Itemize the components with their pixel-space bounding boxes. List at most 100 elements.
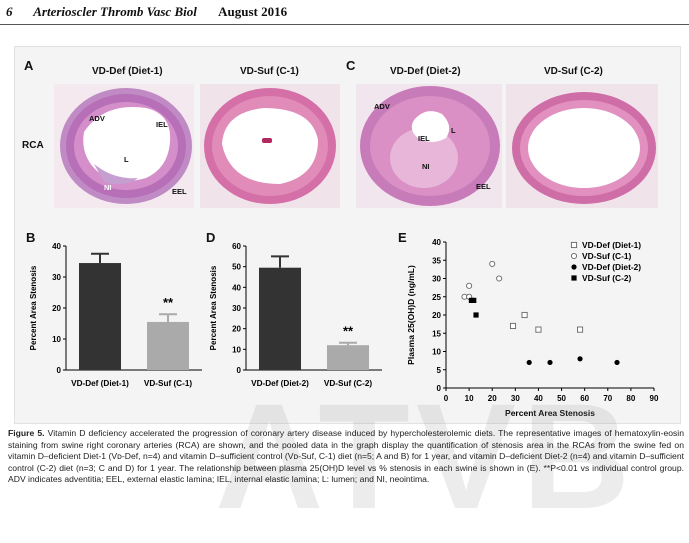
d-ytick-label: 0 bbox=[237, 366, 242, 375]
e-ytick-label: 35 bbox=[432, 256, 441, 265]
e-data-point bbox=[547, 359, 553, 366]
e-data-point bbox=[509, 322, 517, 329]
e-xtick-label: 0 bbox=[444, 394, 449, 403]
d-ytick-label: 60 bbox=[232, 242, 241, 251]
d-ytick-label: 10 bbox=[232, 345, 241, 354]
header-rule bbox=[0, 24, 689, 25]
e-xtick-label: 50 bbox=[557, 394, 566, 403]
panel-letter-a: A bbox=[24, 58, 34, 73]
vessel-section-image bbox=[200, 84, 340, 208]
panel-a-left-title: VD-Def (Diet-1) bbox=[92, 66, 163, 77]
e-data-point bbox=[614, 359, 620, 366]
annotation-eel-a: EEL bbox=[172, 187, 187, 196]
row-label-rca: RCA bbox=[22, 140, 44, 151]
e-data-point bbox=[521, 311, 528, 319]
b-ytick-label: 20 bbox=[52, 304, 61, 313]
d-ytick-label: 30 bbox=[232, 304, 241, 313]
annotation-ni-c: NI bbox=[422, 162, 430, 171]
chart-e: 0 5 10 15 20 25 30 35 40 0 10 20 30 40 50 60 70 80 90 Perce… bbox=[406, 238, 659, 418]
d-category-label: VD-Suf (C-2) bbox=[324, 379, 372, 388]
page-number: 6 bbox=[6, 4, 13, 19]
e-xtick-label: 30 bbox=[511, 394, 520, 403]
e-xtick-label: 10 bbox=[465, 394, 474, 403]
e-data-point bbox=[473, 312, 479, 318]
e-xtick-label: 70 bbox=[603, 394, 612, 403]
b-category-label: VD-Def (Diet-1) bbox=[71, 379, 129, 388]
d-bar bbox=[259, 267, 301, 370]
issue-date: August 2016 bbox=[218, 4, 288, 19]
e-ytick-label: 10 bbox=[432, 348, 441, 357]
e-legend-label: VD-Def (Diet-1) bbox=[582, 240, 641, 250]
b-ytick-label: 40 bbox=[52, 242, 61, 251]
e-legend-marker bbox=[570, 252, 578, 260]
e-ytick-label: 5 bbox=[437, 366, 442, 375]
chart-b: 0 10 20 30 40 Percent Area Stenosis VD-Def (Di… bbox=[29, 242, 202, 388]
e-legend-marker bbox=[570, 241, 578, 249]
panel-letter-e: E bbox=[398, 230, 407, 245]
d-category-label: VD-Def (Diet-2) bbox=[251, 379, 309, 388]
annotation-adv-a: ADV bbox=[89, 114, 105, 123]
e-data-point bbox=[471, 297, 477, 303]
b-category-label: VD-Suf (C-1) bbox=[144, 379, 192, 388]
panel-letter-b: B bbox=[26, 230, 36, 245]
vessel-section-image bbox=[506, 84, 658, 208]
e-data-point bbox=[576, 326, 584, 333]
journal-title: Arterioscler Thromb Vasc Biol bbox=[33, 4, 197, 19]
d-ytick-label: 50 bbox=[232, 263, 241, 272]
e-xtick-label: 20 bbox=[488, 394, 497, 403]
e-x-axis-label: Percent Area Stenosis bbox=[505, 408, 595, 418]
annotation-eel-c: EEL bbox=[476, 182, 491, 191]
running-header: 6 Arterioscler Thromb Vasc Biol August 2… bbox=[6, 4, 287, 20]
e-legend-label: VD-Suf (C-1) bbox=[582, 251, 632, 261]
e-legend-marker bbox=[571, 275, 577, 281]
e-xtick-label: 90 bbox=[650, 394, 659, 403]
b-significance: ** bbox=[163, 295, 174, 310]
e-data-point bbox=[489, 260, 496, 267]
e-ytick-label: 0 bbox=[437, 384, 442, 393]
annotation-iel-a: IEL bbox=[156, 120, 168, 129]
d-bar bbox=[327, 345, 369, 370]
b-bar bbox=[147, 321, 189, 370]
panel-c-right-title: VD-Suf (C-2) bbox=[544, 66, 603, 77]
e-ytick-label: 15 bbox=[432, 329, 441, 338]
annotation-lumen-a: L bbox=[124, 155, 129, 164]
e-data-point bbox=[526, 359, 532, 366]
b-y-axis-label: Percent Area Stenosis bbox=[29, 265, 38, 350]
e-ytick-label: 25 bbox=[432, 293, 441, 302]
e-data-point bbox=[466, 282, 473, 289]
b-ytick-label: 0 bbox=[57, 366, 62, 375]
annotation-iel-c: IEL bbox=[418, 134, 430, 143]
vessel-section-image bbox=[356, 84, 502, 208]
e-data-point bbox=[496, 275, 503, 282]
caption-text: Vitamin D deficiency accelerated the pro… bbox=[8, 428, 684, 485]
annotation-adv-c: ADV bbox=[374, 102, 390, 111]
e-xtick-label: 40 bbox=[534, 394, 543, 403]
d-y-axis-label: Percent Area Stenosis bbox=[209, 265, 218, 350]
annotation-ni-a: NI bbox=[104, 183, 112, 192]
e-ytick-label: 30 bbox=[432, 275, 441, 284]
e-data-point bbox=[577, 356, 583, 362]
e-xtick-label: 60 bbox=[580, 394, 589, 403]
b-ytick-label: 10 bbox=[52, 335, 61, 344]
micrograph-vd-suf-c1 bbox=[200, 84, 340, 208]
micrograph-vd-def-diet2 bbox=[356, 84, 502, 208]
b-bar bbox=[79, 263, 121, 370]
panel-letter-c: C bbox=[346, 58, 356, 73]
e-xtick-label: 80 bbox=[626, 394, 635, 403]
e-y-axis-label: Plasma 25(OH)D (ng/mL) bbox=[406, 265, 416, 365]
d-ytick-label: 40 bbox=[232, 283, 241, 292]
figure-caption: Figure 5. Vitamin D deficiency accelerat… bbox=[8, 428, 684, 486]
annotation-lumen-c: L bbox=[451, 126, 456, 135]
e-ytick-label: 40 bbox=[432, 238, 441, 247]
micrograph-vd-def-diet1 bbox=[54, 84, 194, 208]
e-ytick-label: 20 bbox=[432, 311, 441, 320]
panel-a-right-title: VD-Suf (C-1) bbox=[240, 66, 299, 77]
d-significance: ** bbox=[343, 324, 354, 339]
caption-label: Figure 5. bbox=[8, 428, 45, 438]
b-ytick-label: 30 bbox=[52, 273, 61, 282]
panel-c-left-title: VD-Def (Diet-2) bbox=[390, 66, 461, 77]
chart-d: 0 10 20 30 40 50 60 Percent Area Stenosis VD-Def… bbox=[209, 242, 382, 388]
e-legend-label: VD-Def (Diet-2) bbox=[582, 262, 641, 272]
d-ytick-label: 20 bbox=[232, 325, 241, 334]
panel-letter-d: D bbox=[206, 230, 216, 245]
